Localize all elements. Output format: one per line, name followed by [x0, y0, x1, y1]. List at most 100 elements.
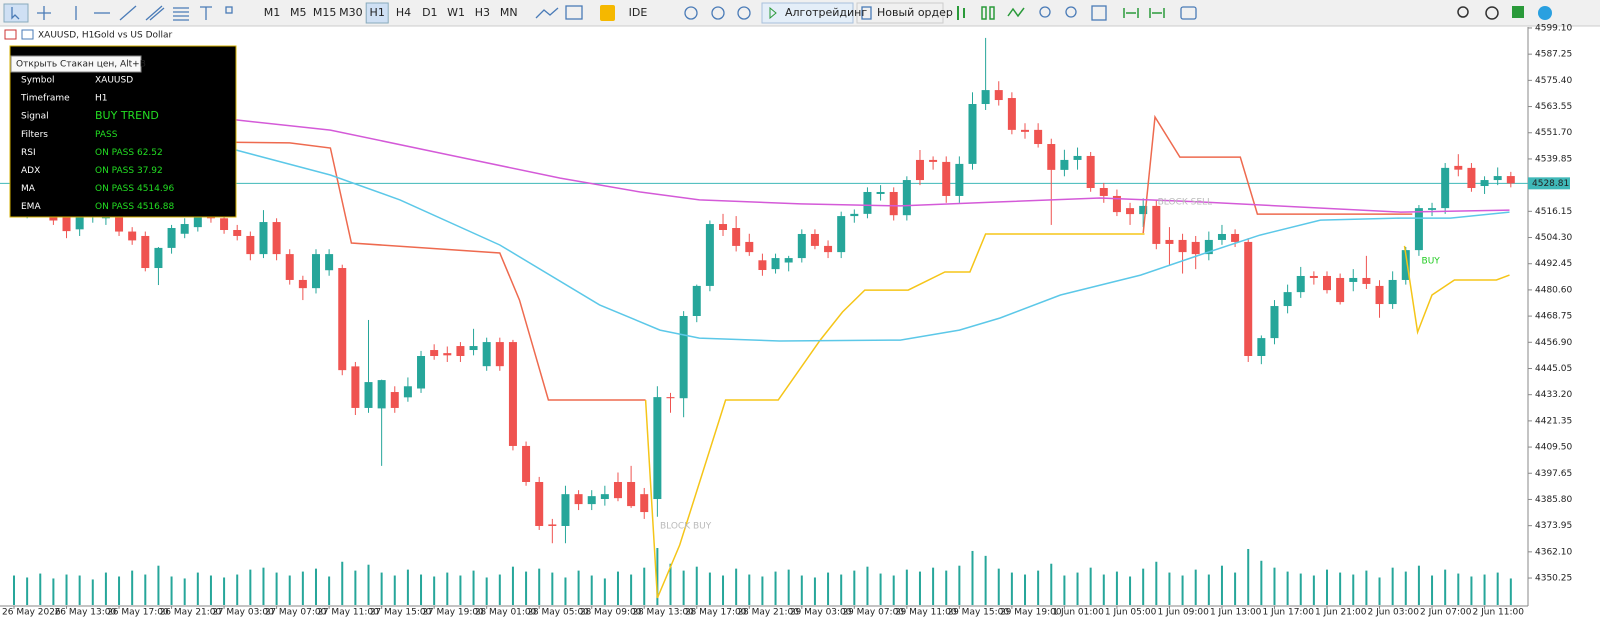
volume-bar	[590, 575, 593, 605]
volume-bar	[446, 572, 449, 605]
autoscroll-icon[interactable]	[1123, 8, 1139, 18]
volume-bar	[905, 569, 908, 605]
timeframe-button[interactable]: H3	[475, 6, 490, 19]
candle-body	[1296, 275, 1305, 293]
volume-bar	[301, 571, 304, 605]
candle-body	[1139, 205, 1148, 215]
volume-bar	[722, 575, 725, 605]
timeframe-button[interactable]: M15	[313, 6, 337, 19]
timeframe-button[interactable]: M30	[339, 6, 363, 19]
y-tick-label: 4468.75	[1535, 312, 1572, 322]
channel-icon[interactable]	[145, 5, 165, 21]
tooltip	[10, 55, 142, 73]
ide-button[interactable]: IDE	[629, 6, 648, 19]
candle-body	[1428, 208, 1437, 210]
crosshair-icon[interactable]	[37, 6, 51, 20]
volume-bar	[393, 575, 396, 605]
volume-bar	[1024, 574, 1027, 605]
candles-icon[interactable]	[981, 6, 987, 20]
x-tick-label: 27 May 07:00	[265, 608, 327, 618]
signal-icon[interactable]	[684, 6, 698, 20]
shapes-icon[interactable]	[225, 6, 233, 14]
panel-value: ON PASS 62.52	[95, 148, 163, 158]
chart-icon[interactable]	[21, 29, 34, 40]
volume-bar	[1365, 570, 1368, 605]
panel-label: RSI	[21, 148, 36, 158]
indicator-line	[1142, 114, 1413, 234]
candle-body	[522, 445, 531, 482]
candle-body	[1349, 277, 1358, 282]
zoom-in-icon[interactable]	[1039, 6, 1051, 18]
status-icon[interactable]	[1512, 6, 1524, 18]
line-icon[interactable]	[1007, 7, 1025, 18]
timeframe-button[interactable]: W1	[447, 6, 465, 19]
candle-body	[298, 279, 307, 289]
timeframe-button[interactable]: H4	[396, 6, 411, 19]
candle-body	[115, 211, 124, 232]
volume-bar	[1509, 578, 1512, 605]
volume-bar	[695, 566, 698, 605]
volume-bar	[1220, 565, 1223, 605]
text-icon[interactable]	[200, 6, 212, 20]
volume-bar	[498, 574, 501, 605]
community-icon[interactable]	[1538, 6, 1552, 20]
candle-body	[745, 241, 754, 253]
bars-icon[interactable]	[957, 6, 965, 20]
volume-bar	[1286, 571, 1289, 605]
depth-icon[interactable]	[4, 29, 17, 40]
volume-bar	[1129, 576, 1132, 605]
volume-bar	[157, 565, 160, 605]
y-tick-label: 4480.60	[1535, 285, 1572, 295]
panel-label: Filters	[21, 130, 48, 140]
volume-bar	[525, 571, 528, 605]
market-icon[interactable]	[600, 5, 615, 21]
grid-icon[interactable]	[1091, 5, 1107, 21]
candle-body	[272, 222, 281, 255]
trendline-icon[interactable]	[119, 5, 137, 21]
vps-icon[interactable]	[711, 6, 725, 20]
panel-rows: Symbol XAUUSD Timeframe H1 Signal BUY TREND Fi…	[20, 76, 174, 213]
search-icon[interactable]	[1457, 6, 1469, 18]
timeframe-button[interactable]: M1	[264, 6, 281, 19]
candle-body	[587, 496, 596, 505]
algo-button[interactable]	[761, 2, 854, 24]
volume-bar	[249, 569, 252, 605]
indicator-line	[235, 119, 1510, 213]
web-icon[interactable]	[737, 6, 751, 20]
screenshot-icon[interactable]	[1180, 6, 1197, 20]
zoom-out-icon[interactable]	[1065, 6, 1077, 18]
candle-body	[1204, 239, 1213, 255]
chart-type-icon[interactable]	[535, 7, 559, 19]
order-button[interactable]	[856, 2, 944, 24]
y-tick-label: 4504.30	[1535, 233, 1572, 243]
timeframe-button[interactable]: D1	[422, 6, 437, 19]
account-icon[interactable]	[1485, 6, 1499, 20]
volume-bar	[39, 573, 42, 605]
candle-body	[62, 214, 71, 232]
candle-body	[613, 481, 622, 499]
volume-bar	[170, 576, 173, 605]
current-price-label: 4528.81	[1532, 179, 1569, 189]
y-tick-label: 4409.50	[1535, 443, 1572, 453]
volume-bar	[209, 575, 212, 605]
panel-label: EMA	[21, 202, 41, 212]
cursor-button[interactable]	[3, 3, 29, 23]
candles-icon[interactable]	[989, 6, 995, 20]
candle-body	[968, 104, 977, 164]
volume-bar	[288, 575, 291, 605]
shift-icon[interactable]	[1149, 8, 1165, 18]
panel-value: XAUUSD	[95, 76, 133, 86]
fibo-icon[interactable]	[173, 7, 189, 21]
candle-body	[771, 258, 780, 270]
timeframe-button[interactable]: H1	[370, 6, 385, 19]
candle-body	[1401, 250, 1410, 280]
candle-body	[1021, 129, 1030, 132]
x-tick-label: 2 Jun 03:00	[1368, 608, 1420, 618]
template-icon[interactable]	[565, 5, 583, 20]
volume-bar	[1115, 571, 1118, 605]
candle-body	[75, 216, 84, 230]
timeframe-button[interactable]: M5	[290, 6, 307, 19]
candle-body	[758, 260, 767, 271]
timeframe-button[interactable]: MN	[500, 6, 518, 19]
volume-bar	[118, 576, 121, 605]
